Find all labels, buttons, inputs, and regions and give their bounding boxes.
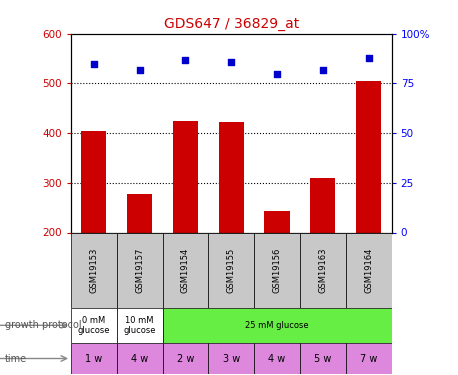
Bar bbox=[173, 121, 198, 232]
Text: 4 w: 4 w bbox=[131, 354, 148, 363]
Text: 0 mM
glucose: 0 mM glucose bbox=[78, 316, 110, 335]
Bar bbox=[356, 81, 381, 232]
Bar bbox=[117, 232, 163, 308]
Text: time: time bbox=[5, 354, 27, 363]
Bar bbox=[208, 232, 254, 308]
Bar bbox=[127, 194, 152, 232]
Bar bbox=[254, 343, 300, 374]
Text: GSM19163: GSM19163 bbox=[318, 247, 327, 293]
Bar bbox=[71, 232, 117, 308]
Text: 10 mM
glucose: 10 mM glucose bbox=[124, 316, 156, 335]
Text: GSM19156: GSM19156 bbox=[273, 248, 282, 292]
Text: 25 mM glucose: 25 mM glucose bbox=[245, 321, 309, 330]
Bar bbox=[71, 343, 117, 374]
Bar bbox=[310, 178, 335, 232]
Bar bbox=[300, 232, 346, 308]
Title: GDS647 / 36829_at: GDS647 / 36829_at bbox=[164, 17, 299, 32]
Text: 2 w: 2 w bbox=[177, 354, 194, 363]
Text: GSM19155: GSM19155 bbox=[227, 248, 236, 292]
Bar bbox=[163, 343, 208, 374]
Bar bbox=[117, 343, 163, 374]
Text: growth protocol: growth protocol bbox=[5, 320, 81, 330]
Bar bbox=[218, 122, 244, 232]
Text: GSM19157: GSM19157 bbox=[135, 248, 144, 292]
Point bbox=[365, 55, 372, 61]
Text: 7 w: 7 w bbox=[360, 354, 377, 363]
Bar bbox=[300, 343, 346, 374]
Bar bbox=[254, 232, 300, 308]
Bar bbox=[71, 308, 117, 343]
Point bbox=[136, 66, 143, 72]
Point bbox=[90, 60, 98, 67]
Point bbox=[273, 70, 281, 76]
Point bbox=[319, 66, 327, 72]
Bar bbox=[346, 343, 392, 374]
Bar bbox=[117, 308, 163, 343]
Text: GSM19164: GSM19164 bbox=[364, 248, 373, 292]
Text: 5 w: 5 w bbox=[314, 354, 332, 363]
Bar bbox=[208, 343, 254, 374]
Bar bbox=[264, 211, 289, 232]
Text: 4 w: 4 w bbox=[268, 354, 286, 363]
Text: GSM19153: GSM19153 bbox=[89, 248, 98, 292]
Point bbox=[228, 58, 235, 64]
Text: 1 w: 1 w bbox=[85, 354, 103, 363]
Bar bbox=[163, 308, 392, 343]
Point bbox=[182, 57, 189, 63]
Text: 3 w: 3 w bbox=[223, 354, 240, 363]
Text: GSM19154: GSM19154 bbox=[181, 248, 190, 292]
Bar bbox=[346, 232, 392, 308]
Bar bbox=[81, 130, 106, 232]
Bar bbox=[163, 232, 208, 308]
